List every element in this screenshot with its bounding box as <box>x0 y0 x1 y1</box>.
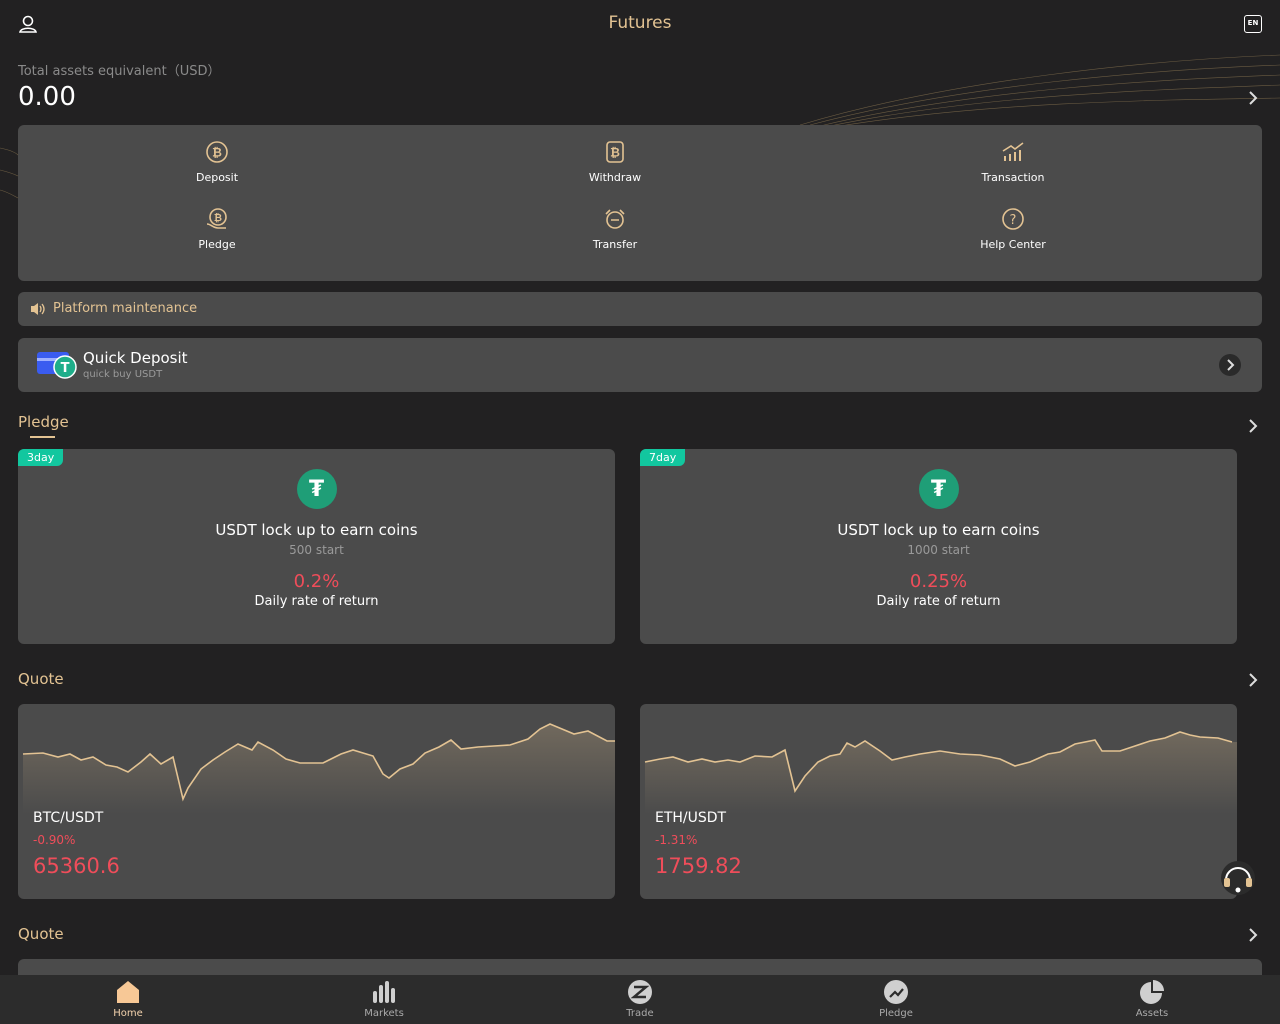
heading-underline <box>30 436 55 438</box>
nav-label: Pledge <box>879 1008 913 1019</box>
usdt-icon: ₮ <box>918 469 959 509</box>
sparkline <box>22 723 615 814</box>
language-button[interactable]: EN <box>1244 15 1262 33</box>
pledge-title: USDT lock up to earn coins <box>837 521 1040 539</box>
action-label: Withdraw <box>588 171 642 184</box>
nav-label: Assets <box>1135 1008 1169 1019</box>
pledge-minimum: 1000 start <box>907 543 970 557</box>
quick-deposit[interactable]: T Quick Deposit quick buy USDT <box>18 338 1262 392</box>
action-label: Transaction <box>981 171 1045 184</box>
pledge-rate-label: Daily rate of return <box>876 594 1001 609</box>
pledge-title: USDT lock up to earn coins <box>215 521 418 539</box>
action-label: Deposit <box>195 171 239 184</box>
assets-chevron[interactable] <box>1246 90 1260 106</box>
action-deposit[interactable]: ₿ Deposit <box>117 139 317 184</box>
svg-text:?: ? <box>1010 213 1017 228</box>
quote-card[interactable]: BTC/USDT -0.90% 65360.6 <box>18 704 615 899</box>
pledge-tag: 3day <box>18 449 64 466</box>
quick-deposit-arrow <box>1219 354 1241 376</box>
assets-value: 0.00 <box>18 82 76 112</box>
pledge-rate: 0.2% <box>293 571 340 592</box>
action-label: Help Center <box>980 238 1046 251</box>
quote-more-chevron[interactable] <box>1246 927 1260 943</box>
quote-card[interactable]: ETH/USDT -1.31% 1759.82 <box>640 704 1237 899</box>
action-label: Pledge <box>198 238 236 251</box>
svg-text:₿: ₿ <box>212 146 222 160</box>
quote-pair: ETH/USDT <box>655 810 727 826</box>
quote-change: -0.90% <box>33 833 76 847</box>
svg-text:₿: ₿ <box>214 212 222 224</box>
usdt-icon: ₮ <box>296 469 337 509</box>
quote-change: -1.31% <box>655 833 698 847</box>
nav-trade[interactable]: Trade <box>512 979 768 1019</box>
action-transaction[interactable]: Transaction <box>913 139 1113 184</box>
nav-pledge[interactable]: Pledge <box>768 979 1024 1019</box>
quote-chevron[interactable] <box>1246 672 1260 688</box>
pledge-rate: 0.25% <box>909 571 968 592</box>
deposit-icon: T <box>37 352 77 379</box>
nav-markets[interactable]: Markets <box>256 979 512 1019</box>
action-pledge[interactable]: ₿ Pledge <box>117 206 317 251</box>
pledge-minimum: 500 start <box>289 543 344 557</box>
actions-panel: ₿ Deposit ₿ Withdraw Transaction ₿ Pledge T… <box>18 125 1262 281</box>
page-title: Futures <box>608 13 672 33</box>
pledge-rate-label: Daily rate of return <box>254 594 379 609</box>
decor-waves <box>0 54 1280 199</box>
pledge-card[interactable]: 7day ₮ USDT lock up to earn coins 1000 s… <box>640 449 1237 644</box>
action-transfer[interactable]: Transfer <box>515 206 715 251</box>
nav-label: Markets <box>364 1008 404 1019</box>
quick-deposit-subtitle: quick buy USDT <box>83 369 163 380</box>
nav-label: Trade <box>626 1008 654 1019</box>
section-heading: Quote <box>18 925 64 943</box>
action-withdraw[interactable]: ₿ Withdraw <box>515 139 715 184</box>
pledge-chevron[interactable] <box>1246 418 1260 434</box>
quote-price: 65360.6 <box>33 854 120 878</box>
sparkline <box>644 731 1237 814</box>
quote-pair: BTC/USDT <box>33 810 104 826</box>
speaker-icon <box>31 303 45 315</box>
user-icon[interactable] <box>18 14 38 34</box>
nav-assets[interactable]: Assets <box>1024 979 1280 1019</box>
support-button[interactable] <box>1220 860 1256 896</box>
section-heading: Pledge <box>18 413 69 431</box>
action-label: Transfer <box>592 238 638 251</box>
action-help[interactable]: ? Help Center <box>913 206 1113 251</box>
nav-label: Home <box>113 1008 143 1019</box>
bottom-nav: Home Markets Trade Pledge Assets <box>0 975 1280 1024</box>
assets-label: Total assets equivalent（USD） <box>18 64 221 79</box>
svg-text:T: T <box>61 361 70 376</box>
pledge-tag: 7day <box>640 449 686 466</box>
quick-deposit-title: Quick Deposit <box>83 349 188 367</box>
notice-bar[interactable]: Platform maintenance <box>18 292 1262 326</box>
svg-text:₿: ₿ <box>610 146 620 160</box>
section-heading: Quote <box>18 670 64 688</box>
pledge-card[interactable]: 3day ₮ USDT lock up to earn coins 500 st… <box>18 449 615 644</box>
nav-home[interactable]: Home <box>0 979 256 1019</box>
quote-price: 1759.82 <box>655 854 742 878</box>
notice-text: Platform maintenance <box>53 301 198 316</box>
